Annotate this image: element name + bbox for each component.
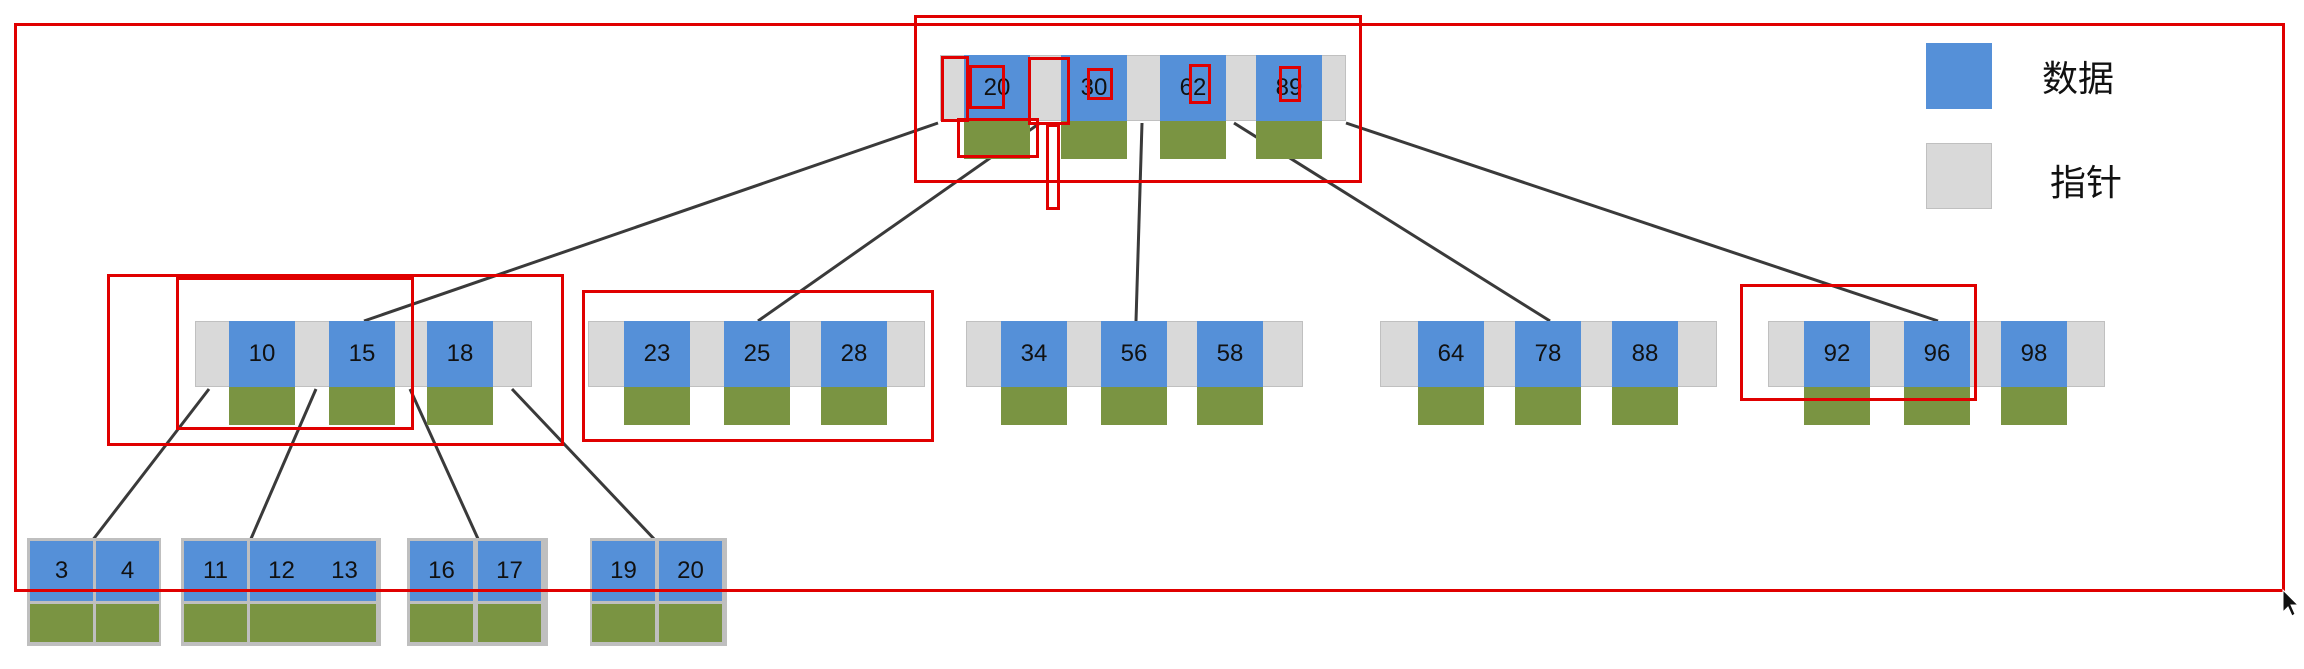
- internal-node-4-key: 88: [1612, 321, 1678, 387]
- legend-data-label: 数据: [2042, 59, 2115, 100]
- highlight-box: [969, 65, 1005, 109]
- leaf-node-2-record-block: [250, 604, 313, 642]
- internal-node-5-key: 96: [1904, 321, 1970, 387]
- highlight-box: [176, 277, 414, 430]
- internal-node-3-record-block: [1001, 387, 1067, 425]
- internal-node-2-record-block: [821, 387, 887, 425]
- internal-node-2-key: 25: [724, 321, 790, 387]
- internal-node-1-key: 15: [329, 321, 395, 387]
- internal-node-4-key: 64: [1418, 321, 1484, 387]
- internal-node-5-key: 92: [1804, 321, 1870, 387]
- highlight-box: [1028, 57, 1070, 125]
- root-node-record-block: [1256, 121, 1322, 159]
- internal-node-4-key: 78: [1515, 321, 1581, 387]
- legend-data-swatch: [1926, 43, 1992, 109]
- internal-node-1-key: 18: [427, 321, 493, 387]
- legend-pointer-swatch: [1926, 143, 1992, 209]
- leaf-node-1-record-block: [96, 604, 159, 642]
- leaf-node-3-record-block: [478, 604, 541, 642]
- leaf-node-3-record-block: [410, 604, 473, 642]
- internal-node-3-key: 56: [1101, 321, 1167, 387]
- internal-node-2-record-block: [624, 387, 690, 425]
- tree-edge: [248, 388, 318, 542]
- leaf-node-2-record-block: [184, 604, 247, 642]
- highlight-box: [1087, 68, 1113, 100]
- tree-edge: [1345, 121, 1939, 323]
- highlight-box: [1189, 64, 1211, 104]
- internal-node-4-record-block: [1515, 387, 1581, 425]
- legend-pointer-label: 指针: [2050, 163, 2123, 204]
- internal-node-1-key: 10: [229, 321, 295, 387]
- tree-edge: [1134, 122, 1144, 322]
- highlight-box: [107, 274, 564, 446]
- leaf-node-4-record-block: [659, 604, 722, 642]
- internal-node-1-record-block: [329, 387, 395, 425]
- internal-node-3-record-block: [1101, 387, 1167, 425]
- highlight-box: [941, 56, 969, 122]
- internal-node-5-record-block: [2001, 387, 2067, 425]
- internal-node-4-record-block: [1612, 387, 1678, 425]
- internal-node-5-record-block: [1804, 387, 1870, 425]
- highlight-box: [1046, 124, 1060, 210]
- highlight-box: [957, 118, 1039, 158]
- internal-node-2-key: 23: [624, 321, 690, 387]
- root-node-record-block: [964, 121, 1030, 159]
- highlight-box: [14, 23, 2285, 592]
- internal-node-1-record-block: [229, 387, 295, 425]
- tree-edge: [363, 121, 939, 323]
- internal-node-5-record-block: [1904, 387, 1970, 425]
- leaf-node-2-record-block: [313, 604, 376, 642]
- internal-node-3-record-block: [1197, 387, 1263, 425]
- tree-edge: [408, 388, 481, 542]
- internal-node-4-record-block: [1418, 387, 1484, 425]
- internal-node-3-key: 58: [1197, 321, 1263, 387]
- highlight-box: [1740, 284, 1977, 401]
- leaf-node-4-record-block: [592, 604, 655, 642]
- internal-node-1-record-block: [427, 387, 493, 425]
- highlight-box: [914, 15, 1362, 183]
- highlight-box: [582, 290, 934, 442]
- leaf-node-1-record-block: [30, 604, 93, 642]
- root-node-key: 30: [1061, 55, 1127, 121]
- root-node-record-block: [1160, 121, 1226, 159]
- root-node-record-block: [1061, 121, 1127, 159]
- internal-node-5-key: 98: [2001, 321, 2067, 387]
- tree-edge: [90, 388, 211, 542]
- highlight-box: [1279, 66, 1301, 102]
- internal-node-2-key: 28: [821, 321, 887, 387]
- tree-edge: [510, 387, 658, 543]
- internal-node-2-record-block: [724, 387, 790, 425]
- internal-node-3-key: 34: [1001, 321, 1067, 387]
